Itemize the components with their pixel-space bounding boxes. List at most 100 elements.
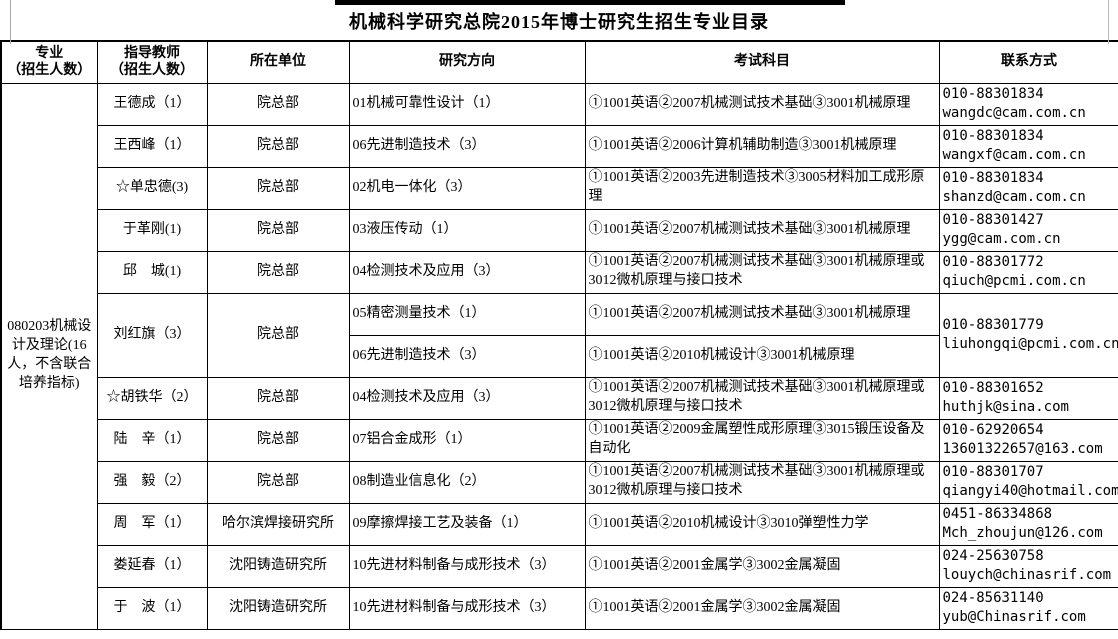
cell-direction: 05精密测量技术（1） — [348, 292, 586, 336]
cell-direction: 04检测技术及应用（3） — [348, 250, 586, 294]
header-major-line1: 专业 — [35, 45, 64, 61]
cell-direction: 10先进材料制备与成形技术（3） — [348, 544, 586, 588]
cell-exam: ①1001英语②2006计算机辅助制造③3001机械原理 — [584, 124, 940, 168]
cell-direction: 03液压传动（1） — [348, 208, 586, 252]
cell-contact: 010-88301707 qiangyi40@hotmail.com — [938, 460, 1118, 504]
cell-exam: ①1001英语②2007机械测试技术基础③3001机械原理或3012微机原理与接… — [584, 460, 940, 504]
header-contact: 联系方式 — [938, 40, 1118, 84]
cell-exam: ①1001英语②2007机械测试技术基础③3001机械原理 — [584, 208, 940, 252]
contact-phone: 0451-86334868 — [942, 506, 1053, 523]
header-row: 专业 （招生人数） 指导教师 （招生人数） 所在单位 研究方向 考试科目 联系方… — [0, 40, 1118, 84]
cell-teacher: 王德成（1） — [96, 82, 208, 126]
cell-unit: 院总部 — [206, 124, 350, 168]
table-row: 080203机械设计及理论(16人，不含联合培养指标) 王德成（1） 院总部 0… — [0, 82, 1118, 630]
table-row: 强 毅（2） 院总部 08制造业信息化（2） ①1001英语②2007机械测试技… — [1, 460, 1118, 504]
cell-direction: 09摩擦焊接工艺及装备（1） — [348, 502, 586, 546]
table-row: 于革刚(1) 院总部 03液压传动（1） ①1001英语②2007机械测试技术基… — [1, 208, 1118, 252]
contact-phone: 024-25630758 — [942, 548, 1044, 565]
cell-unit: 院总部 — [206, 166, 350, 210]
cell-exam: ①1001英语②2001金属学③3002金属凝固 — [584, 586, 940, 630]
cell-direction: 10先进材料制备与成形技术（3） — [348, 586, 586, 630]
table-row: 王西峰（1） 院总部 06先进制造技术（3） ①1001英语②2006计算机辅助… — [1, 124, 1118, 168]
contact-phone: 010-88301834 — [942, 86, 1044, 103]
cell-direction: 06先进制造技术（3） — [348, 334, 586, 378]
header-unit: 所在单位 — [206, 40, 350, 84]
table-row: 陆 辛（1） 院总部 07铝合金成形（1） ①1001英语②2009金属塑性成形… — [1, 418, 1118, 462]
header-teacher-line2: （招生人数） — [110, 63, 194, 79]
cell-teacher: 陆 辛（1） — [96, 418, 208, 462]
table-row: 于 波（1） 沈阳铸造研究所 10先进材料制备与成形技术（3） ①1001英语②… — [1, 586, 1118, 630]
cell-unit: 哈尔滨焊接研究所 — [206, 502, 350, 546]
cell-direction: 07铝合金成形（1） — [348, 418, 586, 462]
cell-exam: ①1001英语②2001金属学③3002金属凝固 — [584, 544, 940, 588]
cell-contact: 010-88301779 liuhongqi@pcmi.com.cn — [938, 292, 1118, 378]
cell-teacher: 强 毅（2） — [96, 460, 208, 504]
top-crop-artifact — [335, 0, 845, 5]
cell-teacher: 刘红旗（3） — [96, 292, 208, 378]
cell-contact: 024-85631140 yub@Chinasrif.com — [938, 586, 1118, 630]
contact-email: shanzd@cam.com.cn — [942, 189, 1086, 205]
contact-phone: 024-85631140 — [942, 590, 1044, 607]
cell-direction: 02机电一体化（3） — [348, 166, 586, 210]
contact-email: louych@chinasrif.com — [942, 567, 1112, 583]
cell-contact: 010-88301834 shanzd@cam.com.cn — [938, 166, 1118, 210]
header-exam: 考试科目 — [584, 40, 940, 84]
cell-unit: 院总部 — [206, 82, 350, 126]
cell-direction: 08制造业信息化（2） — [348, 460, 586, 504]
cell-unit: 院总部 — [206, 376, 350, 420]
cell-teacher: 娄延春（1） — [96, 544, 208, 588]
table-row: ☆胡铁华（2） 院总部 04检测技术及应用（3） ①1001英语②2007机械测… — [1, 376, 1118, 420]
cell-contact: 010-88301652 huthjk@sina.com — [938, 376, 1118, 420]
cell-teacher: ☆单忠德(3) — [96, 166, 208, 210]
table-row: 刘红旗（3） 院总部 05精密测量技术（1） ①1001英语②2007机械测试技… — [1, 292, 1118, 378]
cell-exam: ①1001英语②2010机械设计③3001机械原理 — [584, 334, 940, 378]
contact-email: qiangyi40@hotmail.com — [942, 483, 1118, 499]
admission-catalog-table: 专业 （招生人数） 指导教师 （招生人数） 所在单位 研究方向 考试科目 联系方… — [0, 40, 1118, 630]
cell-unit: 沈阳铸造研究所 — [206, 586, 350, 630]
cell-exam: ①1001英语②2007机械测试技术基础③3001机械原理 — [584, 82, 940, 126]
header-major: 专业 （招生人数） — [0, 40, 98, 84]
contact-email: liuhongqi@pcmi.com.cn — [942, 336, 1118, 352]
contact-email: qiuch@pcmi.com.cn — [942, 273, 1086, 289]
table-row: 周 军（1） 哈尔滨焊接研究所 09摩擦焊接工艺及装备（1） ①1001英语②2… — [1, 502, 1118, 546]
cell-unit: 院总部 — [206, 418, 350, 462]
cell-contact: 010-88301834 wangdc@cam.com.cn — [938, 82, 1118, 126]
table-row: 娄延春（1） 沈阳铸造研究所 10先进材料制备与成形技术（3） ①1001英语②… — [1, 544, 1118, 588]
cell-direction: 01机械可靠性设计（1） — [348, 82, 586, 126]
contact-email: wangdc@cam.com.cn — [942, 105, 1086, 121]
cell-unit: 院总部 — [206, 292, 350, 378]
cell-major: 080203机械设计及理论(16人，不含联合培养指标) — [0, 82, 98, 630]
contact-email: 13601322657@163.com — [942, 441, 1103, 457]
header-direction: 研究方向 — [348, 40, 586, 84]
contact-email: Mch_zhoujun@126.com — [942, 525, 1103, 541]
cell-contact: 0451-86334868 Mch_zhoujun@126.com — [938, 502, 1118, 546]
left-crop-artifact — [10, 0, 11, 44]
cell-contact: 010-62920654 13601322657@163.com — [938, 418, 1118, 462]
header-teacher-line1: 指导教师 — [124, 45, 180, 61]
cell-contact: 010-88301427 ygg@cam.com.cn — [938, 208, 1118, 252]
table-row: ☆单忠德(3) 院总部 02机电一体化（3） ①1001英语②2003先进制造技… — [1, 166, 1118, 210]
cell-contact: 024-25630758 louych@chinasrif.com — [938, 544, 1118, 588]
cell-exam: ①1001英语②2009金属塑性成形原理③3015锻压设备及自动化 — [584, 418, 940, 462]
contact-phone: 010-88301427 — [942, 212, 1044, 229]
contact-phone: 010-88301834 — [942, 170, 1044, 187]
contact-email: yub@Chinasrif.com — [942, 609, 1086, 625]
cell-contact: 010-88301772 qiuch@pcmi.com.cn — [938, 250, 1118, 294]
page-title: 机械科学研究总院2015年博士研究生招生专业目录 — [349, 12, 769, 32]
cell-unit: 院总部 — [206, 208, 350, 252]
contact-phone: 010-88301779 — [942, 317, 1044, 334]
cell-unit: 院总部 — [206, 250, 350, 294]
contact-phone: 010-88301652 — [942, 380, 1044, 397]
header-teacher: 指导教师 （招生人数） — [96, 40, 208, 84]
cell-direction: 06先进制造技术（3） — [348, 124, 586, 168]
cell-unit: 沈阳铸造研究所 — [206, 544, 350, 588]
contact-phone: 010-88301772 — [942, 254, 1044, 271]
cell-teacher: 王西峰（1） — [96, 124, 208, 168]
contact-phone: 010-88301707 — [942, 464, 1044, 481]
cell-teacher: 周 军（1） — [96, 502, 208, 546]
cell-contact: 010-88301834 wangxf@cam.com.cn — [938, 124, 1118, 168]
contact-email: ygg@cam.com.cn — [942, 231, 1061, 247]
contact-phone: 010-88301834 — [942, 128, 1044, 145]
cell-direction: 04检测技术及应用（3） — [348, 376, 586, 420]
